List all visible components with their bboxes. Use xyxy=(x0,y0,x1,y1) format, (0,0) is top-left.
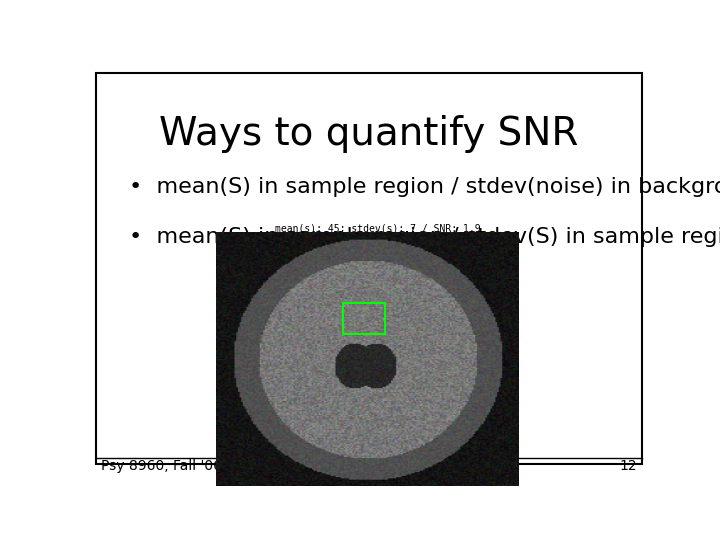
Text: mean(s): 45; stdev(s): 7 / SNR: 1.9: mean(s): 45; stdev(s): 7 / SNR: 1.9 xyxy=(274,223,480,233)
Bar xyxy=(343,302,385,334)
Text: •  mean(S) in sample region / stdev(S) in sample region: • mean(S) in sample region / stdev(S) in… xyxy=(129,227,720,247)
Text: Ways to quantify SNR: Ways to quantify SNR xyxy=(159,114,579,153)
Text: Noise: Noise xyxy=(350,459,388,473)
Text: Psy 8960, Fall '06: Psy 8960, Fall '06 xyxy=(101,459,222,473)
Text: •  mean(S) in sample region / stdev(noise) in background: • mean(S) in sample region / stdev(noise… xyxy=(129,177,720,197)
Text: 12: 12 xyxy=(619,459,637,473)
